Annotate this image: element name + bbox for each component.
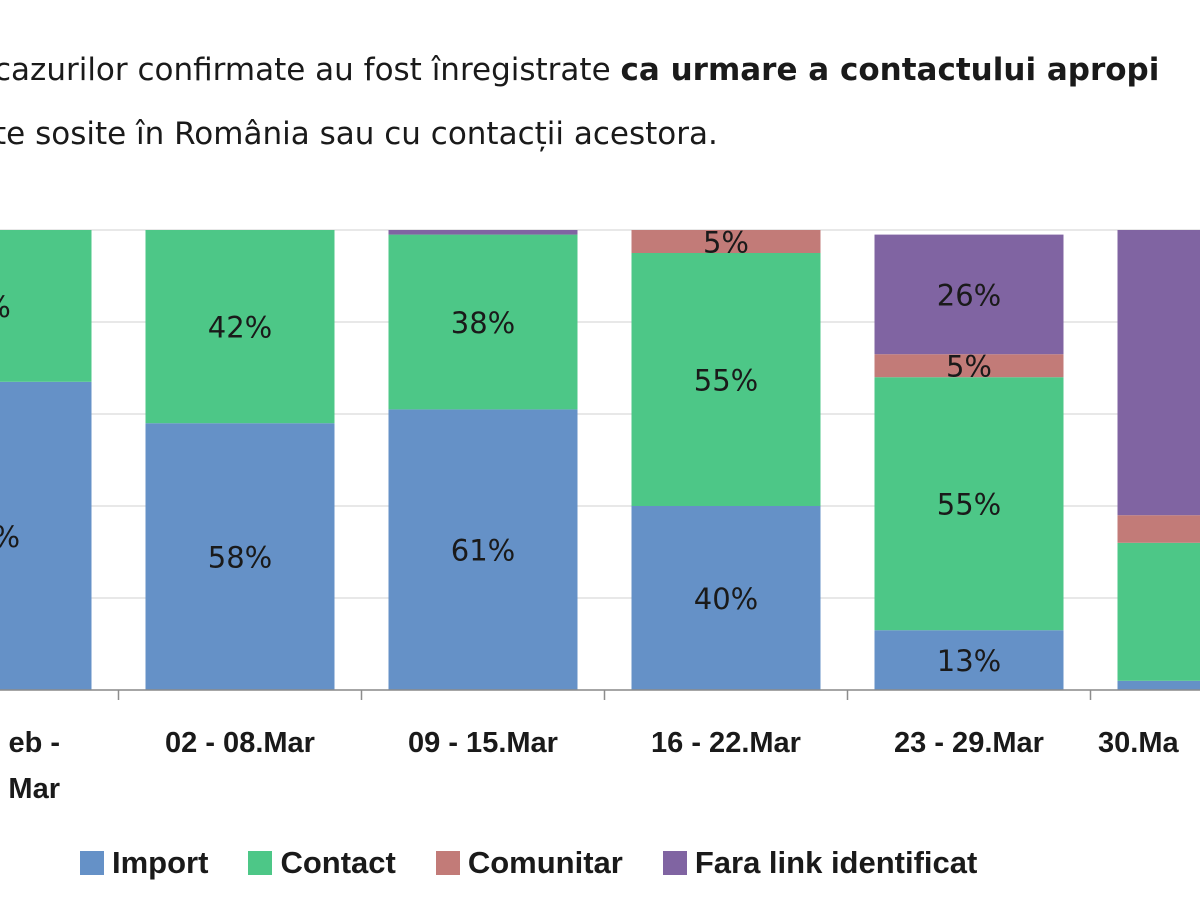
intro-line-2: te sosite în România sau cu contacții ac…	[0, 116, 718, 152]
x-tick-label: 16 - 22.Mar	[651, 727, 801, 759]
intro-text: cazurilor confirmate au fost înregistrat…	[0, 38, 1200, 166]
bar-contact	[631, 253, 821, 506]
legend-item: Comunitar	[435, 845, 623, 881]
data-label: 26%	[937, 278, 1001, 312]
x-tick-label: Mar	[8, 773, 60, 805]
data-label: 40%	[694, 582, 758, 616]
bar-import	[631, 506, 821, 690]
legend-item: Fara link identificat	[662, 845, 978, 881]
bar-import	[145, 423, 335, 690]
x-tick-label: eb -	[8, 727, 60, 759]
x-tick-label: 09 - 15.Mar	[408, 727, 558, 759]
data-label: 61%	[451, 534, 515, 568]
bar-contact	[0, 230, 92, 382]
x-tick-label: 30.Ma	[1098, 727, 1179, 759]
x-tick-label: 23 - 29.Mar	[894, 727, 1044, 759]
bar-fara-link-identificat	[874, 234, 1064, 355]
bar-comunitar	[1117, 515, 1200, 543]
data-label: 13%	[937, 644, 1001, 678]
intro-line-1-text: cazurilor confirmate au fost înregistrat…	[0, 52, 621, 88]
legend-swatch	[80, 851, 104, 875]
data-label: 55%	[694, 364, 758, 398]
bars	[0, 230, 1200, 690]
data-label: %	[0, 290, 11, 324]
data-labels: 7%%58%42%61%38%40%55%5%13%55%5%26%2366	[0, 226, 1001, 679]
bar-import	[874, 630, 1064, 690]
bar-contact	[145, 230, 335, 424]
legend-label: Contact	[280, 845, 396, 880]
legend-label: Fara link identificat	[694, 845, 978, 880]
legend-label: Import	[112, 845, 209, 880]
data-label: 5%	[946, 350, 992, 384]
bar-contact	[1117, 542, 1200, 681]
bar-import	[388, 409, 578, 690]
data-label: 58%	[208, 541, 272, 575]
bar-fara-link-identificat	[388, 230, 578, 235]
legend-item: Import	[80, 845, 208, 881]
data-label: 5%	[703, 226, 749, 260]
bar-import	[1117, 680, 1200, 690]
bar-import	[0, 381, 92, 690]
legend-swatch	[248, 851, 273, 875]
legend: Import Contact Comunitar Fara link identifi…	[80, 845, 1017, 881]
bar-contact	[388, 234, 578, 410]
intro-line-1: cazurilor confirmate au fost înregistrat…	[0, 38, 1200, 102]
legend-swatch	[662, 851, 687, 875]
bar-comunitar	[874, 354, 1064, 378]
data-label: 55%	[937, 488, 1001, 522]
x-tick-label: 02 - 08.Mar	[165, 727, 315, 759]
legend-swatch	[435, 851, 460, 875]
bar-fara-link-identificat	[1117, 230, 1200, 516]
bar-comunitar	[631, 230, 821, 253]
intro-line-1-bold: ca urmare a contactului apropi	[620, 52, 1160, 88]
data-label: 38%	[451, 306, 515, 340]
legend-label: Comunitar	[467, 845, 623, 880]
data-label: 42%	[208, 311, 272, 345]
legend-item: Contact	[248, 845, 396, 881]
bar-contact	[874, 377, 1064, 631]
x-axis: eb - Mar 02 - 08.Mar 09 - 15.Mar 16 - 22.Mar…	[0, 689, 1200, 805]
data-label: 7%	[0, 520, 20, 554]
